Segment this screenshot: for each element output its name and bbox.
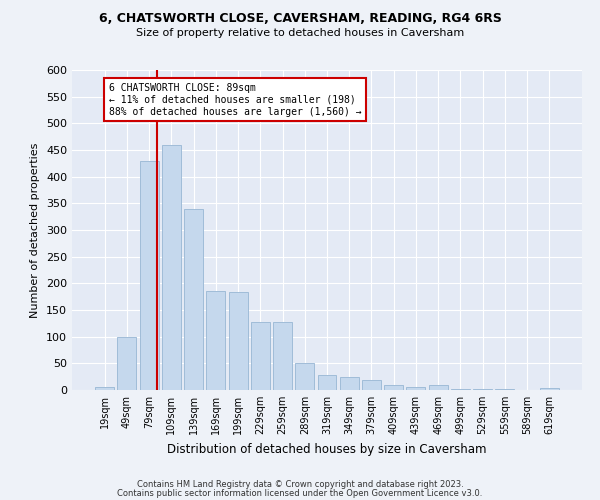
Bar <box>140 160 158 390</box>
Bar <box>362 380 381 390</box>
Bar <box>429 384 448 390</box>
Bar <box>118 336 136 390</box>
Bar <box>206 292 225 390</box>
Bar <box>540 388 559 390</box>
Bar <box>229 292 248 390</box>
Bar <box>451 389 470 390</box>
Text: 6 CHATSWORTH CLOSE: 89sqm
← 11% of detached houses are smaller (198)
88% of deta: 6 CHATSWORTH CLOSE: 89sqm ← 11% of detac… <box>109 84 361 116</box>
Text: 6, CHATSWORTH CLOSE, CAVERSHAM, READING, RG4 6RS: 6, CHATSWORTH CLOSE, CAVERSHAM, READING,… <box>98 12 502 26</box>
Y-axis label: Number of detached properties: Number of detached properties <box>31 142 40 318</box>
Bar <box>384 384 403 390</box>
X-axis label: Distribution of detached houses by size in Caversham: Distribution of detached houses by size … <box>167 442 487 456</box>
Text: Contains HM Land Registry data © Crown copyright and database right 2023.: Contains HM Land Registry data © Crown c… <box>137 480 463 489</box>
Bar <box>184 208 203 390</box>
Bar <box>406 387 425 390</box>
Bar <box>273 322 292 390</box>
Bar <box>295 364 314 390</box>
Bar <box>317 375 337 390</box>
Bar <box>162 144 181 390</box>
Bar <box>340 376 359 390</box>
Text: Contains public sector information licensed under the Open Government Licence v3: Contains public sector information licen… <box>118 489 482 498</box>
Text: Size of property relative to detached houses in Caversham: Size of property relative to detached ho… <box>136 28 464 38</box>
Bar <box>251 322 270 390</box>
Bar <box>95 388 114 390</box>
